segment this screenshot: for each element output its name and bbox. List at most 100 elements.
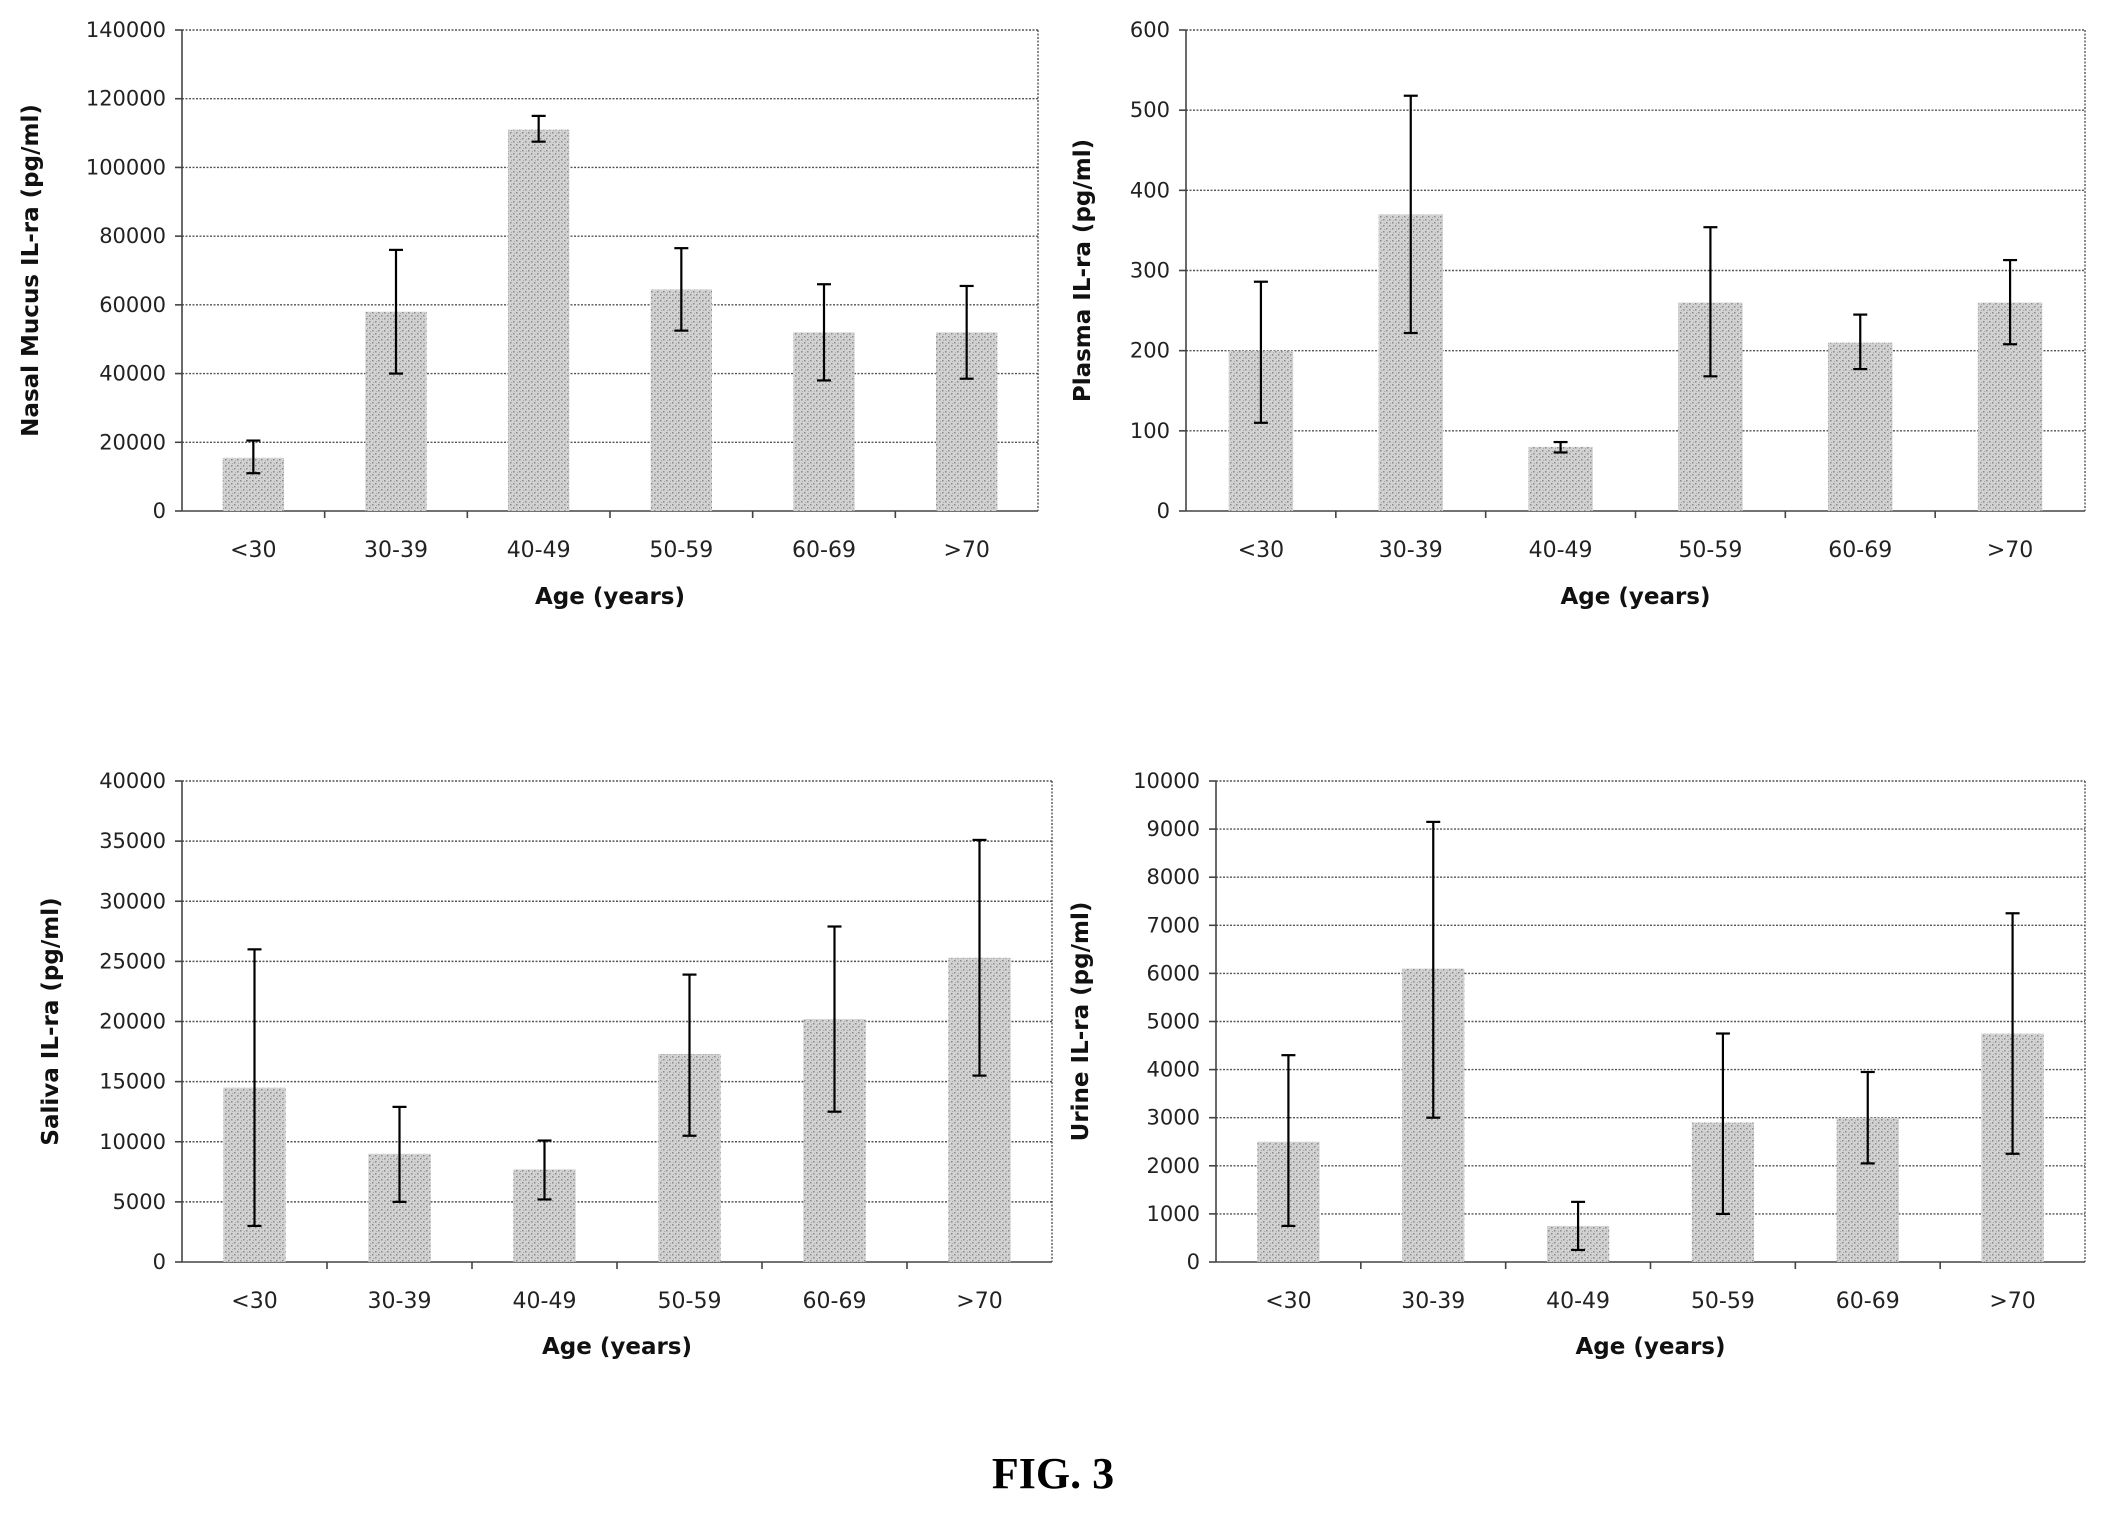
y-tick-label: 100	[1130, 419, 1170, 443]
error-bar	[247, 948, 262, 1228]
y-tick-label: 35000	[99, 829, 166, 853]
y-axis-title: Urine IL-ra (pg/ml)	[1068, 902, 1094, 1142]
x-tick-label: 40-49	[507, 538, 571, 563]
error-bar	[827, 925, 842, 1113]
error-bar	[1281, 1054, 1296, 1228]
y-tick-label: 40000	[99, 362, 166, 386]
x-tick-label: 60-69	[792, 538, 856, 563]
x-tick-label: 40-49	[513, 1289, 577, 1314]
y-tick-label: 9000	[1147, 817, 1200, 841]
y-tick-label: 15000	[99, 1070, 166, 1094]
y-tick-label: 4000	[1147, 1058, 1200, 1082]
chart-panel-2: 0 100 200 300 400 500 600 <30 30-39 40-49 50-59 60-…	[1070, 18, 2086, 610]
error-bar	[959, 284, 974, 380]
bar	[1528, 446, 1593, 511]
y-tick-label: 20000	[99, 430, 166, 454]
error-bar	[1860, 1070, 1875, 1165]
y-tick-label: 7000	[1147, 913, 1200, 937]
x-tick-label: >70	[1989, 1289, 2035, 1314]
x-axis-title: Age (years)	[542, 1334, 692, 1360]
x-tick-label: 30-39	[368, 1289, 432, 1314]
error-bar	[817, 283, 831, 382]
error-bar	[682, 973, 697, 1137]
figure-caption: FIG. 3	[992, 1449, 1114, 1498]
chart-panel-1: 0 20000 40000 60000 80000 100000 120000 140000 <…	[18, 18, 1039, 610]
y-tick-label: 100000	[86, 155, 166, 179]
error-bar	[1715, 1032, 1730, 1216]
y-tick-label: 200	[1130, 339, 1170, 363]
y-tick-label: 60000	[99, 293, 166, 317]
x-tick-label: 50-59	[658, 1289, 722, 1314]
x-tick-label: >70	[956, 1289, 1002, 1314]
y-tick-label: 40000	[99, 769, 166, 793]
x-tick-label: 40-49	[1529, 538, 1593, 563]
x-axis-title: Age (years)	[535, 584, 685, 610]
y-tick-label: 8000	[1147, 865, 1200, 889]
x-tick-label: 50-59	[649, 538, 713, 563]
y-axis-title: Plasma IL-ra (pg/ml)	[1070, 139, 1096, 402]
x-tick-label: <30	[1238, 538, 1284, 563]
error-bar	[1553, 440, 1568, 454]
y-tick-label: 0	[1157, 499, 1170, 523]
y-tick-label: 1000	[1147, 1202, 1200, 1226]
x-tick-label: >70	[943, 538, 989, 563]
error-bar	[1426, 820, 1441, 1119]
y-tick-label: 3000	[1147, 1106, 1200, 1130]
error-bar	[531, 114, 546, 143]
y-tick-label: 10000	[99, 1130, 166, 1154]
x-axis-title: Age (years)	[1560, 584, 1710, 610]
error-bar	[1703, 226, 1718, 378]
error-bar	[674, 247, 689, 332]
y-tick-label: 10000	[1133, 769, 1200, 793]
error-bar	[972, 838, 987, 1077]
x-tick-label: <30	[231, 1289, 277, 1314]
y-tick-label: 5000	[1147, 1010, 1200, 1034]
error-bar	[1403, 94, 1418, 335]
y-tick-label: 5000	[113, 1190, 166, 1214]
error-bar	[2003, 258, 2018, 346]
x-tick-label: 50-59	[1691, 1289, 1755, 1314]
error-bar	[389, 248, 403, 375]
y-tick-label: 6000	[1147, 961, 1200, 985]
x-tick-label: 50-59	[1678, 538, 1742, 563]
error-bar	[1853, 313, 1868, 371]
y-tick-label: 0	[153, 1250, 166, 1274]
y-tick-label: 600	[1130, 18, 1170, 42]
y-axis-title: Nasal Mucus IL-ra (pg/ml)	[18, 104, 44, 437]
y-tick-label: 400	[1130, 178, 1170, 202]
y-tick-label: 0	[1187, 1250, 1200, 1274]
y-tick-label: 2000	[1147, 1154, 1200, 1178]
y-tick-label: 80000	[99, 224, 166, 248]
error-bar	[246, 439, 261, 475]
x-axis-title: Age (years)	[1575, 1334, 1725, 1360]
y-tick-label: 25000	[99, 949, 166, 973]
error-bar	[1253, 280, 1268, 424]
bar	[1828, 342, 1893, 511]
x-tick-label: 40-49	[1546, 1289, 1610, 1314]
x-tick-label: >70	[1987, 538, 2033, 563]
y-tick-label: 120000	[86, 87, 166, 111]
y-axis-title: Saliva IL-ra (pg/ml)	[38, 897, 64, 1145]
x-tick-label: 30-39	[1401, 1289, 1465, 1314]
x-tick-label: <30	[1265, 1289, 1311, 1314]
y-tick-label: 140000	[86, 18, 166, 42]
y-tick-label: 300	[1130, 259, 1170, 283]
x-tick-label: 30-39	[1379, 538, 1443, 563]
bar	[507, 129, 570, 511]
y-tick-label: 500	[1130, 98, 1170, 122]
y-tick-label: 30000	[99, 889, 166, 913]
chart-panel-4: 0 1000 2000 3000 4000 5000 6000 7000 8000 9000 100…	[1068, 769, 2086, 1360]
error-bar	[1571, 1200, 1586, 1252]
x-tick-label: <30	[230, 538, 276, 563]
chart-panel-3: 0 5000 10000 15000 20000 25000 30000 35000 40000…	[38, 769, 1053, 1360]
error-bar	[2005, 912, 2020, 1155]
x-tick-label: 60-69	[1828, 538, 1892, 563]
y-tick-label: 0	[153, 499, 166, 523]
x-tick-label: 30-39	[364, 538, 428, 563]
error-bar	[537, 1139, 552, 1201]
x-tick-label: 60-69	[1836, 1289, 1900, 1314]
y-tick-label: 20000	[99, 1010, 166, 1034]
error-bar	[392, 1105, 407, 1203]
x-tick-label: 60-69	[803, 1289, 867, 1314]
